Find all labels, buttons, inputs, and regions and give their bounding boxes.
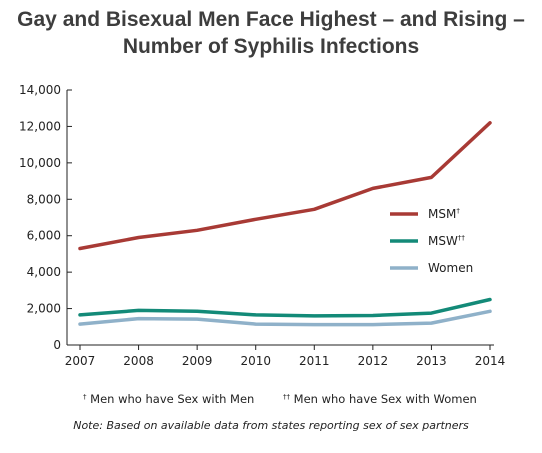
chart-title: Gay and Bisexual Men Face Highest – and … — [0, 6, 542, 60]
chart-axes: 0 2,000 4,000 6,000 8,000 10,000 12,000 14,000 2… — [19, 83, 505, 368]
series-line-msw — [78, 297, 492, 318]
legend-label-women: Women — [428, 261, 473, 275]
data-note: Note: Based on available data from state… — [73, 419, 469, 432]
x-tick-label: 2014 — [475, 354, 506, 368]
x-tick-label: 2013 — [416, 354, 447, 368]
x-tick-label: 2007 — [65, 354, 96, 368]
y-tick-label: 8,000 — [27, 192, 61, 206]
y-tick-label: 0 — [53, 338, 61, 352]
footnote-msw-mark: †† — [283, 393, 290, 401]
x-tick-label: 2012 — [358, 354, 389, 368]
x-tick-label: 2011 — [299, 354, 330, 368]
footnote-msm-text: Men who have Sex with Men — [90, 392, 255, 406]
x-tick-label: 2008 — [123, 354, 154, 368]
y-tick-label: 10,000 — [19, 156, 61, 170]
y-tick-label: 6,000 — [27, 229, 61, 243]
chart-title-line-1: Gay and Bisexual Men Face Highest – and … — [17, 8, 525, 31]
chart-series — [78, 121, 492, 327]
legend-label-msw: MSW†† — [428, 234, 465, 248]
y-tick-label: 2,000 — [27, 302, 61, 316]
series-line-msm — [78, 121, 492, 251]
y-tick-label: 4,000 — [27, 265, 61, 279]
footnote-msm: † Men who have Sex with Men — [83, 392, 254, 406]
chart-title-line-2: Number of Syphilis Infections — [122, 35, 420, 58]
y-tick-label: 12,000 — [19, 119, 61, 133]
x-tick-label: 2010 — [240, 354, 271, 368]
y-tick-label: 14,000 — [19, 83, 61, 97]
footnote-msm-mark: † — [83, 393, 87, 401]
series-line-women — [78, 309, 492, 327]
x-tick-label: 2009 — [182, 354, 213, 368]
footnote-msw: †† Men who have Sex with Women — [283, 392, 477, 406]
legend-label-msm: MSM† — [428, 207, 460, 221]
footnote-msw-text: Men who have Sex with Women — [293, 392, 477, 406]
chart-legend: MSM† MSW†† Women — [390, 207, 473, 275]
